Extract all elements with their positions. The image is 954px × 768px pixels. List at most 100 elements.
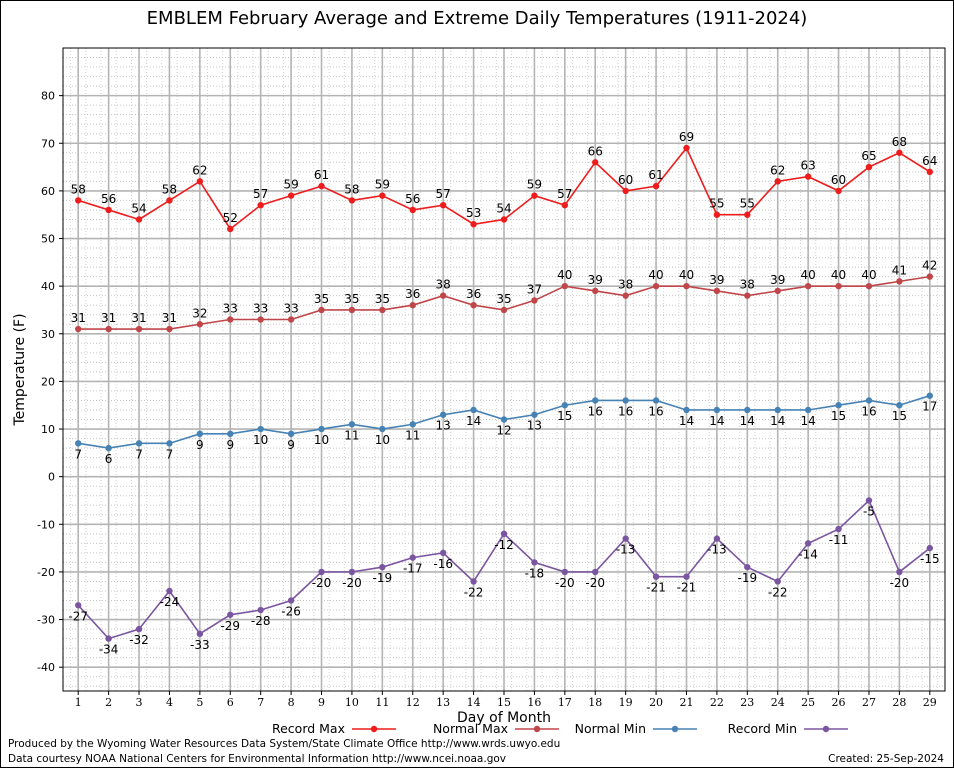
data-point-record-min [622,535,629,542]
data-label-record-min: -26 [281,605,301,619]
data-point-record-max [287,192,295,199]
data-point-normal-min [166,440,173,447]
data-label-record-min: -13 [616,543,636,557]
data-point-record-max [926,168,933,176]
y-tick-label: 10 [41,423,55,436]
data-label-normal-min: 16 [861,404,876,418]
x-tick-label: 1 [75,696,82,709]
data-point-normal-min [287,430,295,437]
data-label-normal-min: 14 [679,414,694,428]
data-label-record-min: -22 [464,585,484,599]
x-tick-label: 29 [923,696,937,709]
data-point-record-min [713,535,721,542]
x-tick-label: 9 [318,696,325,709]
data-point-normal-max [896,278,903,285]
data-point-record-max [622,187,629,195]
data-label-record-min: -20 [342,576,362,590]
data-point-normal-max [500,306,508,314]
y-axis-label: Temperature (F) [12,313,28,426]
data-label-normal-max: 42 [922,259,937,273]
data-point-normal-min [592,397,599,404]
data-label-record-max: 62 [192,163,207,177]
data-point-record-min [409,554,416,561]
data-label-record-max: 65 [861,149,876,163]
data-label-normal-max: 36 [466,287,481,301]
x-tick-label: 21 [679,696,693,709]
data-label-normal-max: 35 [344,292,359,306]
legend-marker-record-max [370,725,378,733]
data-label-record-max: 53 [466,206,481,220]
x-tick-label: 10 [345,696,359,709]
data-point-normal-min [379,425,386,433]
data-point-record-max [683,144,690,152]
data-label-normal-max: 38 [740,278,755,292]
data-label-normal-min: 15 [892,409,907,423]
data-point-record-max [409,206,416,214]
credit-line-1: Produced by the Wyoming Water Resources … [8,738,561,750]
data-point-normal-max [196,321,204,328]
data-label-normal-min: 13 [436,419,451,433]
data-point-normal-max [561,282,569,290]
y-tick-label: 80 [41,90,55,103]
data-point-normal-max [926,273,933,280]
x-tick-label: 28 [892,696,906,709]
data-label-normal-max: 40 [557,268,572,282]
data-label-normal-min: 17 [922,400,937,414]
data-label-record-min: -22 [768,585,788,599]
data-label-normal-min: 10 [253,433,268,447]
data-label-normal-max: 32 [192,306,207,320]
data-point-normal-max [774,287,781,295]
data-label-record-min: -33 [190,638,210,652]
data-point-normal-max [744,292,751,299]
data-point-record-min [652,573,660,580]
data-point-record-max [105,206,112,214]
data-label-record-max: 68 [892,135,907,149]
data-point-normal-min [318,425,325,433]
data-point-record-max [835,187,842,195]
data-point-normal-min [744,406,751,414]
data-point-record-max [774,178,781,185]
data-point-normal-max [75,325,82,333]
data-label-normal-max: 40 [679,268,694,282]
data-label-record-max: 61 [314,168,329,182]
data-label-record-min: -34 [99,643,119,657]
data-label-normal-min: 14 [740,414,755,428]
data-label-normal-min: 11 [405,428,420,442]
x-tick-label: 3 [136,696,143,709]
data-point-normal-min [257,425,264,433]
legend-marker-normal-max [533,725,541,733]
data-point-record-min [774,578,781,585]
x-tick-label: 26 [832,696,846,709]
data-label-normal-min: 11 [344,428,359,442]
legend-marker-normal-min [671,725,679,733]
data-label-record-min: -19 [738,571,758,585]
data-label-record-max: 57 [436,187,451,201]
x-tick-label: 6 [227,696,234,709]
data-label-record-max: 59 [283,178,298,192]
data-point-record-min [75,602,82,609]
data-point-normal-min [622,397,629,404]
data-point-record-max [896,149,903,156]
data-point-record-max [652,182,660,190]
data-label-record-min: -28 [251,614,271,628]
x-tick-label: 20 [649,696,663,709]
data-point-normal-min [774,406,781,414]
data-point-normal-min [835,402,842,409]
data-label-record-min: -29 [220,619,240,633]
data-point-normal-max [804,282,812,290]
x-tick-label: 22 [710,696,724,709]
x-tick-label: 7 [257,696,264,709]
data-label-record-min: -17 [403,562,423,576]
data-point-record-min [257,606,264,614]
x-tick-label: 14 [467,696,481,709]
data-point-normal-max [470,302,477,309]
data-label-record-max: 56 [405,192,420,206]
data-point-record-max [531,192,538,199]
data-label-normal-max: 41 [892,263,907,277]
data-point-normal-min [804,406,812,414]
x-tick-label: 11 [375,696,389,709]
data-label-normal-min: 10 [375,433,390,447]
y-tick-label: 0 [48,471,55,484]
data-point-record-min [196,630,204,638]
data-point-record-min [105,635,112,642]
